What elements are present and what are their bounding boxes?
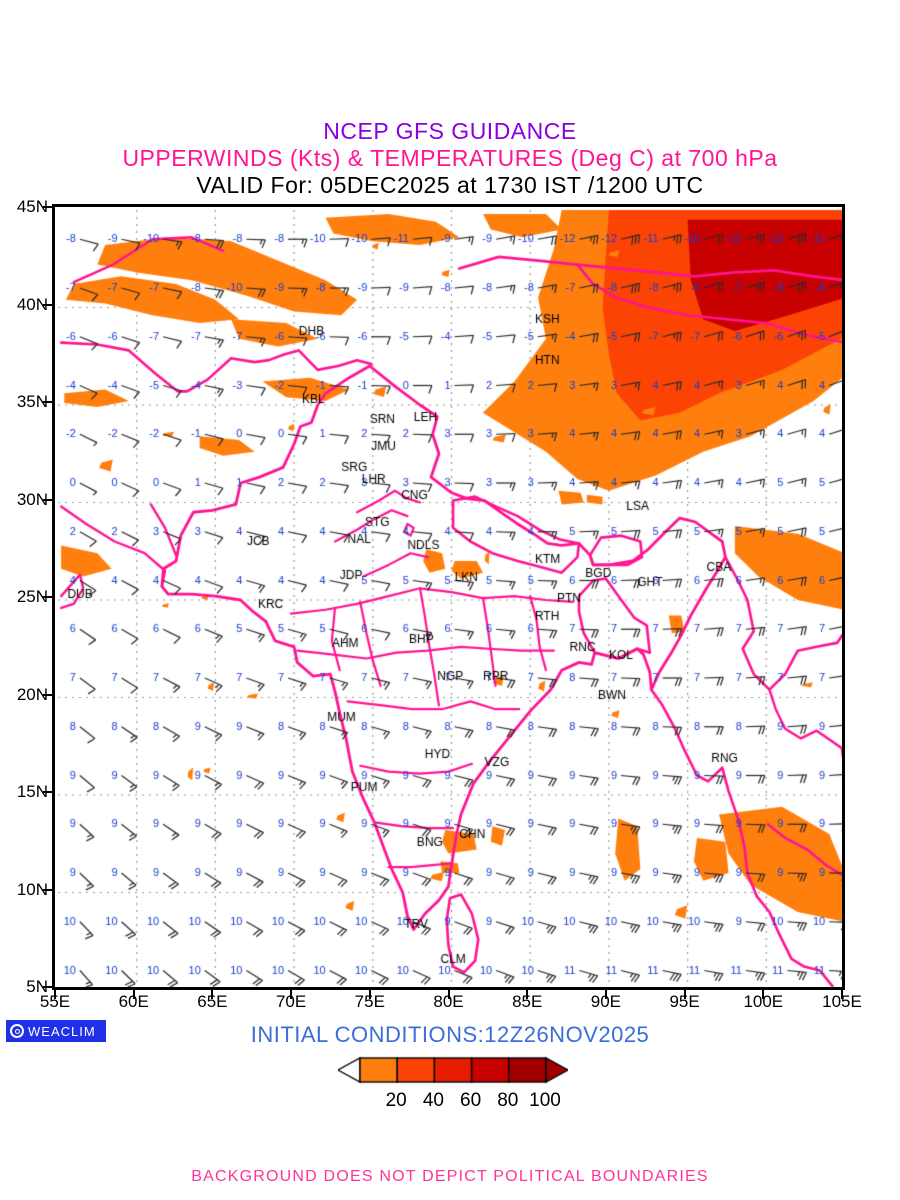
x-axis-tick: [762, 990, 765, 999]
y-axis-tick-label: 45N: [16, 197, 48, 216]
x-axis-tick-label: 85E: [512, 992, 543, 1011]
x-axis-tick: [290, 990, 293, 999]
disclaimer-text: BACKGROUND DOES NOT DEPICT POLITICAL BOU…: [191, 1168, 709, 1185]
y-axis-tick: [43, 401, 52, 403]
x-axis-tick: [132, 990, 135, 999]
colorbar-tick-labels: 20 40 60 80 100: [338, 1072, 598, 1111]
x-axis-tick: [447, 990, 450, 999]
x-axis-tick: [841, 990, 843, 999]
y-axis-tick: [43, 693, 52, 696]
weaclim-logo: WEACLIM: [6, 1020, 106, 1042]
y-axis-tick-label: 10N: [16, 879, 48, 899]
y-axis-tick-label: 40N: [16, 294, 48, 314]
x-axis-tick-label: 65E: [197, 992, 228, 1011]
x-axis-tick: [683, 990, 686, 999]
y-axis-tick-label: 25N: [16, 587, 48, 606]
map-canvas[interactable]: [55, 207, 842, 987]
colorbar-tick-label: 80: [497, 1090, 519, 1111]
page-subtitle: UPPERWINDS (Kts) & TEMPERATURES (Deg C) …: [122, 145, 778, 171]
x-axis-tick-label: 95E: [669, 992, 700, 1011]
y-axis-tick-label: 35N: [16, 392, 48, 411]
colorbar-tick-label: 20: [385, 1090, 407, 1111]
page-title: NCEP GFS GUIDANCE: [323, 118, 577, 144]
colorbar-tick-label: 40: [422, 1090, 444, 1111]
colorbar-tick-label: 100: [529, 1090, 561, 1111]
y-axis-tick-label: 20N: [16, 684, 48, 704]
weaclim-label: WEACLIM: [28, 1023, 96, 1039]
y-axis-tick: [43, 206, 52, 208]
x-axis-tick-label: 60E: [118, 992, 149, 1011]
x-axis-tick-label: 100E: [743, 992, 784, 1011]
x-axis-tick: [211, 990, 214, 999]
colorbar-tick-label: 60: [460, 1090, 482, 1111]
x-axis-tick-label: 70E: [275, 992, 307, 1011]
y-axis-tick: [43, 791, 52, 793]
y-axis-tick: [43, 303, 52, 306]
x-axis-tick-label: 75E: [354, 992, 385, 1011]
x-axis-tick: [604, 990, 607, 999]
x-axis-tick: [526, 990, 529, 999]
y-axis-tick-label: 30N: [16, 489, 48, 509]
weaclim-circle-icon: [10, 1024, 24, 1038]
y-axis-tick-label: 5N: [26, 977, 48, 996]
valid-time-label: VALID For: 05DEC2025 at 1730 IST /1200 U…: [196, 172, 704, 198]
x-axis-tick-label: 80E: [433, 992, 464, 1011]
weather-map[interactable]: [52, 204, 845, 990]
x-axis-tick: [54, 990, 56, 999]
y-axis-tick-label: 15N: [16, 782, 48, 801]
y-axis-tick: [43, 498, 52, 501]
x-axis-tick-label: 105E: [822, 992, 862, 1011]
y-axis-tick: [43, 596, 52, 598]
x-axis-tick-label: 55E: [39, 992, 71, 1011]
y-axis-tick: [43, 986, 52, 988]
x-axis-tick-label: 90E: [590, 992, 622, 1011]
colorbar: [338, 1056, 568, 1084]
x-axis-tick: [368, 990, 371, 999]
y-axis-tick: [43, 888, 52, 891]
initial-conditions-label: INITIAL CONDITIONS:12Z26NOV2025: [250, 1022, 650, 1047]
